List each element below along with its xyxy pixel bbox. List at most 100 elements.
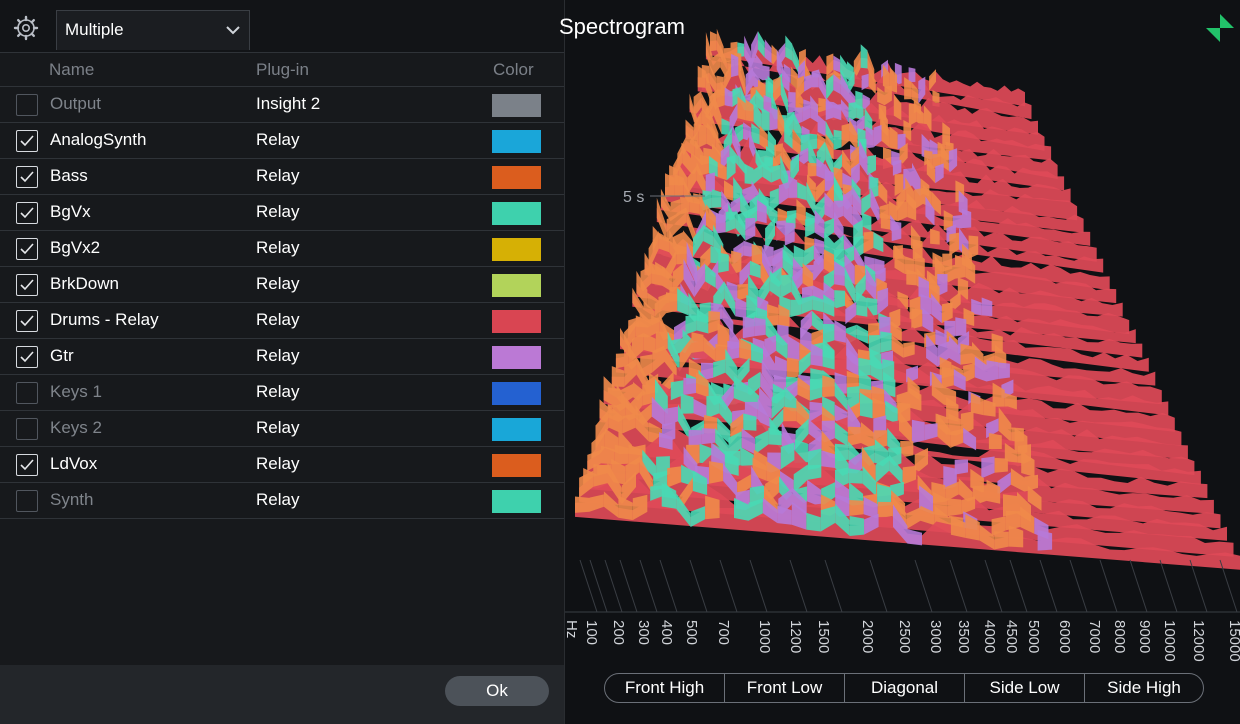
track-color-swatch[interactable]: [492, 382, 541, 405]
view-button-front-low[interactable]: Front Low: [725, 674, 845, 702]
track-row[interactable]: LdVox Relay: [0, 447, 564, 483]
surface-highlight: [751, 244, 762, 266]
surface-highlight: [792, 487, 807, 516]
surface-highlight: [880, 331, 892, 353]
frequency-tick-label: 15000: [1226, 620, 1240, 662]
surface-highlight: [810, 95, 818, 123]
surface-ridge: [636, 282, 1143, 358]
track-row[interactable]: Drums - Relay Relay: [0, 303, 564, 339]
track-row[interactable]: Gtr Relay: [0, 339, 564, 375]
track-color-swatch[interactable]: [492, 274, 541, 297]
surface-highlight: [721, 118, 730, 136]
ok-button[interactable]: Ok: [445, 676, 549, 706]
surface-highlight: [793, 112, 802, 144]
track-color-swatch[interactable]: [492, 202, 541, 225]
track-color-swatch[interactable]: [492, 238, 541, 261]
surface-highlight: [904, 77, 912, 100]
spectrogram-3d-plot[interactable]: 5 s Hz 100 200 300 400 500 700 1000 1200 1500 2000 2…: [565, 0, 1240, 724]
track-row[interactable]: Synth Relay: [0, 483, 564, 519]
view-button-side-high[interactable]: Side High: [1107, 678, 1181, 697]
surface-highlight: [943, 466, 957, 490]
surface-highlight: [745, 218, 756, 241]
surface-highlight: [667, 331, 680, 372]
track-row[interactable]: BgVx2 Relay: [0, 231, 564, 267]
surface-highlight: [906, 269, 917, 286]
chevron-down-icon: [225, 23, 241, 35]
surface-highlight: [845, 301, 857, 325]
track-checkbox[interactable]: [16, 310, 38, 332]
surface-highlight: [655, 331, 668, 353]
surface-highlight: [676, 493, 691, 527]
track-checkbox[interactable]: [16, 202, 38, 224]
track-checkbox[interactable]: [16, 94, 38, 116]
track-color-swatch[interactable]: [492, 346, 541, 369]
surface-highlight: [992, 382, 1005, 409]
track-color-swatch[interactable]: [492, 94, 541, 117]
surface-highlight: [737, 96, 746, 121]
frequency-tick-label: 1000: [756, 620, 773, 653]
surface-highlight: [686, 131, 695, 157]
surface-highlight: [924, 423, 938, 441]
gear-icon[interactable]: [12, 14, 40, 42]
track-color-swatch[interactable]: [492, 166, 541, 189]
surface-ridge: [579, 473, 1234, 557]
surface-highlight: [931, 293, 942, 324]
track-row[interactable]: Keys 2 Relay: [0, 411, 564, 447]
surface-highlight: [791, 501, 807, 530]
track-checkbox[interactable]: [16, 346, 38, 368]
track-row[interactable]: Keys 1 Relay: [0, 375, 564, 411]
surface-highlight: [986, 479, 1001, 504]
surface-highlight: [804, 74, 812, 92]
track-checkbox[interactable]: [16, 382, 38, 404]
surface-highlight: [742, 316, 755, 339]
surface-highlight: [817, 114, 826, 136]
surface-highlight: [632, 287, 644, 320]
surface-highlight: [1005, 510, 1021, 531]
track-checkbox[interactable]: [16, 166, 38, 188]
surface-highlight: [724, 281, 736, 317]
view-button-front-high[interactable]: Front High: [605, 674, 725, 702]
surface-highlight: [991, 516, 1006, 537]
view-button-diagonal[interactable]: Diagonal: [845, 674, 965, 702]
surface-highlight: [994, 457, 1008, 473]
surface-highlight: [783, 406, 797, 422]
track-row[interactable]: Output Insight 2: [0, 87, 564, 123]
track-checkbox[interactable]: [16, 238, 38, 260]
surface-highlight: [603, 491, 619, 518]
expand-icon[interactable]: [1206, 14, 1234, 42]
track-color-swatch[interactable]: [492, 418, 541, 441]
track-row[interactable]: BrkDown Relay: [0, 267, 564, 303]
surface-highlight: [769, 188, 779, 213]
view-button-side-low[interactable]: Side Low: [965, 674, 1085, 702]
surface-highlight: [642, 449, 657, 480]
surface-highlight: [632, 494, 648, 521]
surface-highlight: [618, 495, 633, 521]
track-color-swatch[interactable]: [492, 454, 541, 477]
track-checkbox[interactable]: [16, 418, 38, 440]
track-row[interactable]: BgVx Relay: [0, 195, 564, 231]
track-row[interactable]: AnalogSynth Relay: [0, 123, 564, 159]
surface-highlight: [806, 181, 816, 216]
surface-highlight: [833, 55, 841, 73]
surface-highlight: [761, 107, 770, 131]
surface-highlight: [659, 432, 673, 450]
track-selection-dropdown[interactable]: Multiple: [56, 10, 250, 50]
surface-highlight: [873, 124, 882, 148]
track-color-swatch[interactable]: [492, 310, 541, 333]
surface-highlight: [749, 260, 761, 279]
track-name: Bass: [50, 166, 88, 185]
track-plugin: Relay: [256, 166, 300, 185]
surface-highlight: [639, 455, 654, 495]
surface-highlight: [719, 394, 733, 429]
surface-highlight: [735, 209, 746, 241]
track-checkbox[interactable]: [16, 274, 38, 296]
surface-highlight: [848, 102, 857, 123]
track-row[interactable]: Bass Relay: [0, 159, 564, 195]
track-checkbox[interactable]: [16, 490, 38, 512]
track-checkbox[interactable]: [16, 454, 38, 476]
track-color-swatch[interactable]: [492, 130, 541, 153]
surface-highlight: [1037, 530, 1053, 551]
surface-highlight: [763, 95, 772, 113]
track-color-swatch[interactable]: [492, 490, 541, 513]
track-checkbox[interactable]: [16, 130, 38, 152]
